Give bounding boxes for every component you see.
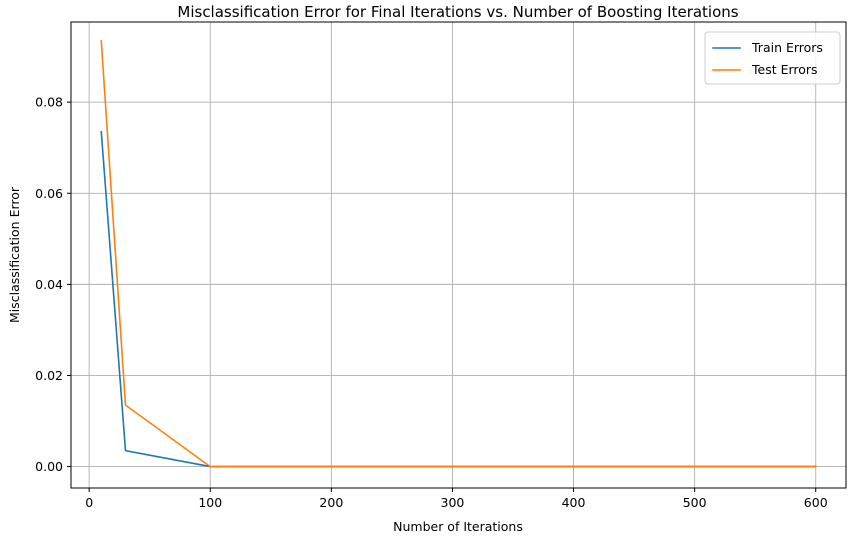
x-tick-label: 400: [562, 495, 586, 510]
series-layer: [100, 39, 817, 468]
legend-box: [704, 31, 841, 85]
x-tick-label: 0: [85, 495, 93, 510]
legend-label-train: Train Errors: [751, 40, 823, 55]
y-tick-label: 0.02: [35, 368, 63, 383]
x-axis-label: Number of Iterations: [393, 519, 523, 534]
y-tick-label: 0.06: [35, 186, 63, 201]
legend: Train Errors Test Errors: [704, 31, 841, 85]
y-axis-label: Misclassification Error: [7, 186, 22, 323]
x-axis-ticks: 0 100 200 300 400 500 600: [85, 488, 828, 510]
x-tick-label: 200: [319, 495, 343, 510]
x-tick-label: 600: [804, 495, 828, 510]
x-tick-label: 100: [198, 495, 222, 510]
y-tick-label: 0.00: [35, 459, 63, 474]
y-axis-ticks: 0.00 0.02 0.04 0.06 0.08: [35, 95, 71, 474]
series-line-test-errors: [100, 39, 817, 468]
x-tick-label: 300: [441, 495, 465, 510]
x-tick-label: 500: [683, 495, 707, 510]
grid: [71, 22, 846, 488]
legend-label-test: Test Errors: [751, 62, 818, 77]
y-tick-label: 0.08: [35, 95, 63, 110]
plot-frame: [70, 21, 847, 489]
chart-title: Misclassification Error for Final Iterat…: [177, 3, 738, 21]
y-tick-label: 0.04: [35, 277, 63, 292]
